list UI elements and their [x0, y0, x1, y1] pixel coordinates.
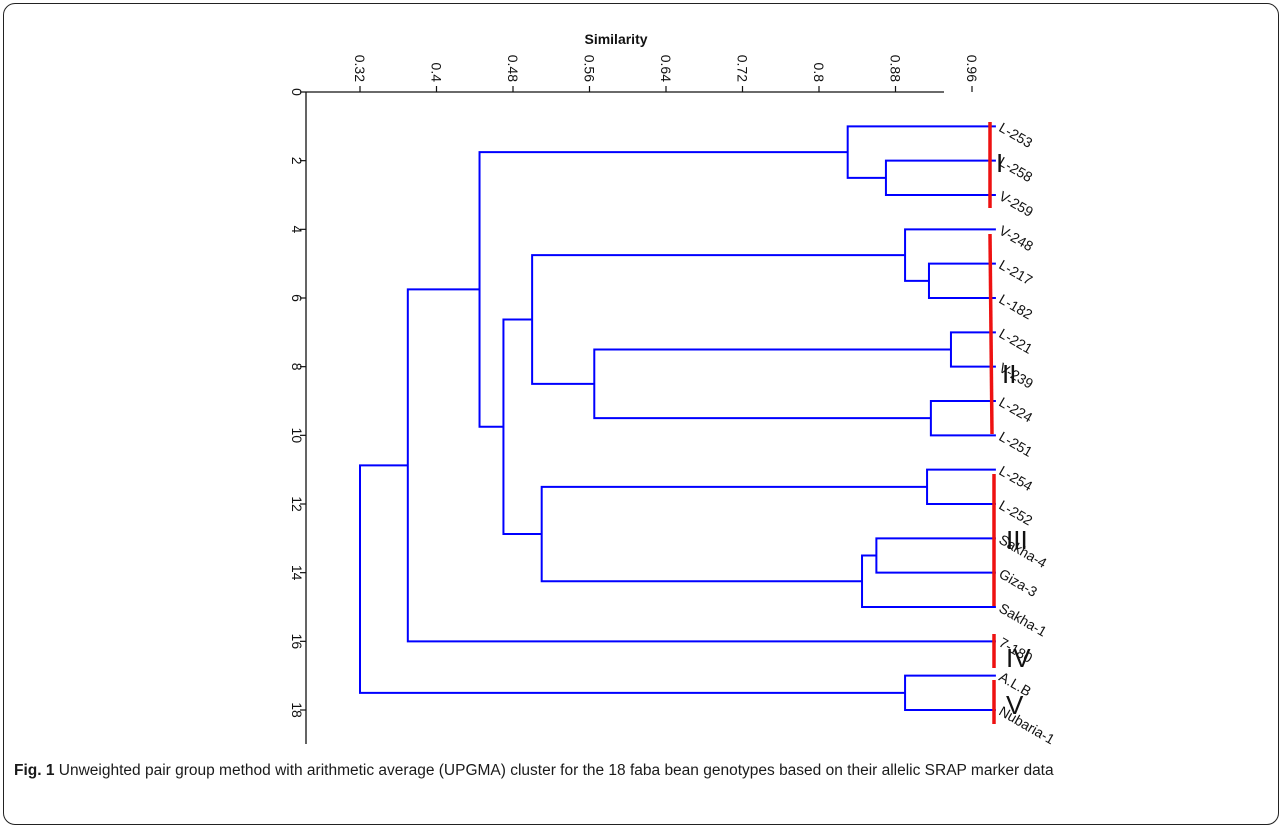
- y-tick-label: 0: [289, 88, 305, 96]
- group-label: I: [996, 148, 1003, 178]
- group-label: II: [1002, 359, 1016, 389]
- leaf-label: V-259: [996, 188, 1036, 220]
- y-tick-label: 6: [289, 294, 305, 302]
- figure-frame: 0.32 0.4 0.48 0.56 0.64 0.72 0.8 0.88 0.96 Simila…: [3, 3, 1279, 825]
- x-tick-label: 0.32: [352, 55, 368, 82]
- leaf-label: L-182: [996, 291, 1035, 323]
- dendrogram-branch: [478, 151, 848, 428]
- dendrogram-branch: [929, 400, 996, 437]
- y-tick-label: 18: [289, 702, 305, 718]
- dendrogram-branch: [531, 254, 906, 385]
- dendrogram-branch: [927, 262, 996, 299]
- leaf-label: L-252: [996, 497, 1035, 529]
- dendrogram-branch: [593, 348, 951, 420]
- x-tick-label: 0.88: [888, 55, 904, 82]
- leaf-label: L-254: [996, 462, 1035, 494]
- figure-caption: Fig. 1 Unweighted pair group method with…: [14, 760, 1270, 782]
- dendrogram-branch: [884, 159, 996, 196]
- x-axis-title: Similarity: [584, 31, 647, 47]
- dendrogram-branch: [904, 674, 996, 711]
- x-tick-label: 0.96: [964, 55, 980, 82]
- x-tick-label: 0.48: [505, 55, 521, 82]
- x-tick-label: 0.8: [811, 63, 827, 83]
- leaf-label: L-251: [996, 428, 1035, 460]
- dendrogram-branch: [846, 125, 996, 179]
- x-tick-label: 0.4: [429, 63, 445, 83]
- dendrogram-branch: [359, 464, 906, 694]
- dendrogram-branches: [359, 125, 996, 711]
- group-bar: [988, 233, 994, 435]
- x-tick-label: 0.56: [582, 55, 598, 82]
- dendrogram-branch: [540, 485, 928, 583]
- y-tick-label: 4: [289, 225, 305, 233]
- leaf-label: L-224: [996, 394, 1035, 426]
- leaf-label: Giza-3: [996, 565, 1040, 600]
- dendrogram-branch: [904, 228, 996, 282]
- y-tick-label: 2: [289, 157, 305, 165]
- y-tick-label: 12: [289, 496, 305, 512]
- leaf-label: V-248: [996, 222, 1036, 254]
- dendrogram-branch: [861, 554, 996, 608]
- dendrogram-branch: [875, 537, 996, 574]
- figure-caption-text: Unweighted pair group method with arithm…: [54, 762, 1054, 779]
- group-label: III: [1006, 525, 1028, 555]
- group-label: V: [1006, 690, 1024, 720]
- y-tick-label: 14: [289, 565, 305, 581]
- figure-caption-label: Fig. 1: [14, 762, 55, 779]
- x-tick-label: 0.72: [735, 55, 751, 82]
- dendrogram-branch: [949, 331, 996, 368]
- dendrogram-branch: [502, 318, 542, 536]
- leaf-label: L-253: [996, 119, 1035, 151]
- leaf-label: L-217: [996, 256, 1035, 288]
- y-tick-label: 8: [289, 363, 305, 371]
- dendrogram-branch: [926, 468, 996, 505]
- dendrogram-branch: [406, 288, 996, 643]
- y-tick-label: 10: [289, 428, 305, 444]
- dendrogram-chart: 0.32 0.4 0.48 0.56 0.64 0.72 0.8 0.88 0.96 Simila…: [289, 31, 1058, 747]
- group-label: IV: [1006, 643, 1031, 673]
- x-tick-label: 0.64: [658, 55, 674, 82]
- leaf-label: L-221: [996, 325, 1035, 357]
- y-tick-label: 16: [289, 634, 305, 650]
